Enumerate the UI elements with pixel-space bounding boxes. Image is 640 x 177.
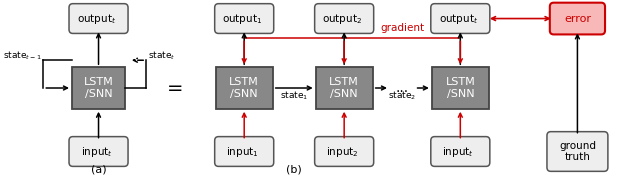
FancyBboxPatch shape xyxy=(216,67,273,109)
Text: LSTM
/SNN: LSTM /SNN xyxy=(229,77,259,99)
Text: state$_1$: state$_1$ xyxy=(280,90,308,102)
FancyBboxPatch shape xyxy=(431,137,490,166)
Text: state$_t$: state$_t$ xyxy=(148,49,175,62)
Text: ground
truth: ground truth xyxy=(559,141,596,162)
Text: input$_2$: input$_2$ xyxy=(326,144,358,158)
Text: state$_2$: state$_2$ xyxy=(388,90,417,102)
Text: output$_2$: output$_2$ xyxy=(322,12,362,25)
FancyBboxPatch shape xyxy=(547,132,608,171)
FancyBboxPatch shape xyxy=(214,4,274,33)
FancyBboxPatch shape xyxy=(72,67,125,109)
Text: input$_1$: input$_1$ xyxy=(226,144,259,158)
FancyBboxPatch shape xyxy=(316,67,372,109)
FancyBboxPatch shape xyxy=(432,67,489,109)
Text: state$_{t-1}$: state$_{t-1}$ xyxy=(3,49,42,62)
Text: (a): (a) xyxy=(91,164,106,174)
FancyBboxPatch shape xyxy=(69,4,128,33)
Text: gradient: gradient xyxy=(380,23,424,33)
Text: LSTM
/SNN: LSTM /SNN xyxy=(330,77,359,99)
FancyBboxPatch shape xyxy=(315,4,374,33)
Text: ...: ... xyxy=(396,81,409,95)
FancyBboxPatch shape xyxy=(550,3,605,35)
FancyBboxPatch shape xyxy=(214,137,274,166)
Text: output$_1$: output$_1$ xyxy=(222,12,262,25)
FancyBboxPatch shape xyxy=(69,137,128,166)
Text: error: error xyxy=(564,14,591,24)
Text: =: = xyxy=(166,79,183,98)
Text: input$_t$: input$_t$ xyxy=(442,144,474,158)
Text: output$_t$: output$_t$ xyxy=(438,12,478,25)
Text: (b): (b) xyxy=(286,164,302,174)
FancyBboxPatch shape xyxy=(315,137,374,166)
Text: LSTM
/SNN: LSTM /SNN xyxy=(84,77,113,99)
Text: output$_t$: output$_t$ xyxy=(77,12,116,25)
Text: input$_t$: input$_t$ xyxy=(81,144,113,158)
Text: LSTM
/SNN: LSTM /SNN xyxy=(445,77,475,99)
FancyBboxPatch shape xyxy=(431,4,490,33)
